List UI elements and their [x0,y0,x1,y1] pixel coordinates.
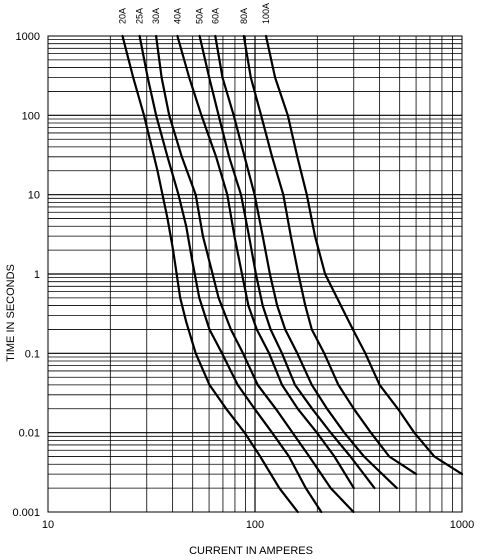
curve-30a [155,34,355,514]
curve-80a [242,34,418,476]
series-label-60a: 60A [210,8,220,24]
curve-20a [121,34,299,514]
y-axis-title: TIME IN SECONDS [5,264,17,362]
series-label-50a: 50A [195,8,205,24]
curve-40a [176,34,355,490]
y-tick-label: 100 [22,110,40,122]
series-label-30a: 30A [151,8,161,24]
y-tick-label: 0.001 [12,507,40,519]
series-label-80a: 80A [239,8,249,24]
series-label-20a: 20A [118,8,128,24]
series-label-100a: 100A [261,3,271,24]
x-tick-label: 100 [246,519,264,531]
curve-25a [138,34,323,514]
grid [48,36,462,512]
curve-50a [198,34,376,490]
x-axis-title: CURRENT IN AMPERES [189,545,313,557]
curves [121,34,464,514]
y-tick-label: 10 [28,190,40,202]
x-tick-label: 10 [42,519,54,531]
series-label-40a: 40A [172,8,182,24]
curve-60a [214,34,398,490]
y-tick-label: 1000 [16,31,40,43]
y-tick-label: 1 [34,269,40,281]
y-tick-label: 0.01 [19,428,40,440]
plot-frame [47,35,463,513]
y-tick-labels: 0.001 0.01 0.1 1 10 100 1000 [12,31,40,519]
curve-100a [264,34,464,476]
x-tick-label: 1000 [450,519,474,531]
series-labels: 20A 25A 30A 40A 50A 60A 80A 100A [118,3,272,24]
y-tick-label: 0.1 [25,348,40,360]
series-label-25a: 25A [135,8,145,24]
x-tick-labels: 10 100 1000 [42,519,474,531]
